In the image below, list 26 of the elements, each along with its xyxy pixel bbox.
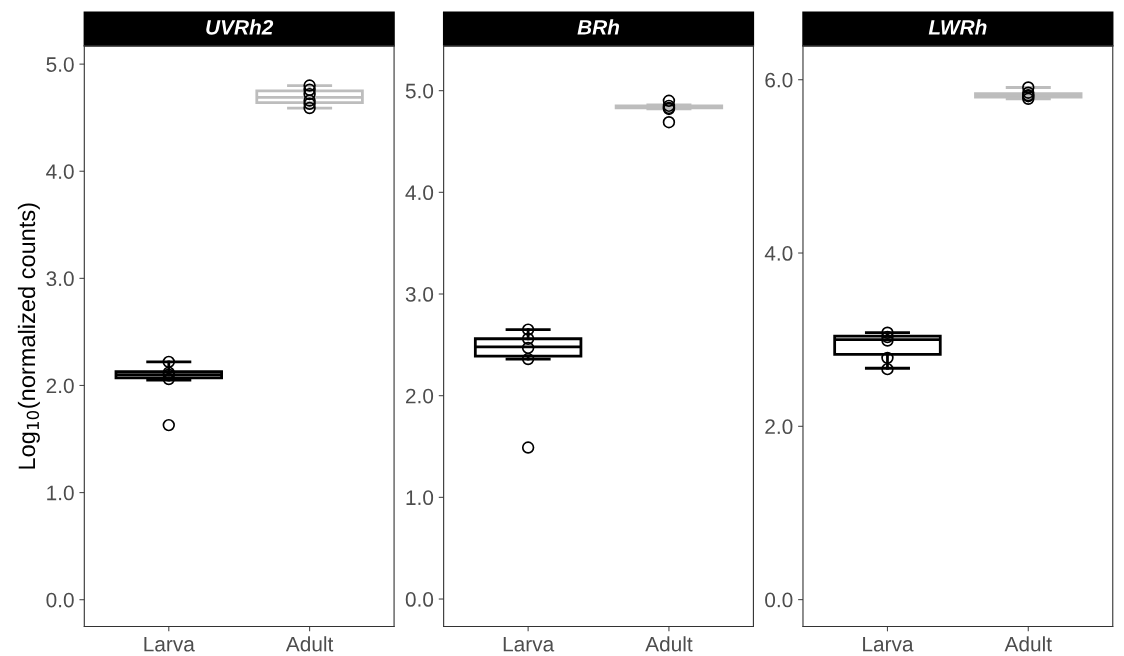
y-tick-label: 1.0: [406, 490, 434, 506]
y-tick-label: 3.0: [405, 287, 434, 302]
y-tick-label: 5.0: [46, 57, 74, 72]
y-tick-label: 3.0: [46, 271, 74, 287]
y-tick-label: 0.0: [765, 592, 793, 608]
x-tick-label: Adult: [1004, 636, 1052, 652]
y-tick-label: 4.0: [764, 246, 793, 261]
chart-title: LWRh: [928, 19, 987, 35]
y-tick-label: 6.0: [765, 72, 793, 88]
y-tick-label: 2.0: [765, 419, 793, 435]
x-tick-label: Larva: [144, 636, 195, 652]
y-tick-label: 4.0: [46, 164, 74, 179]
chart-title: UVRh2: [206, 19, 274, 35]
y-tick-label: 0.0: [405, 592, 434, 607]
y-tick-label: 1.0: [47, 485, 74, 501]
y-tick-label: 2.0: [46, 378, 74, 394]
x-tick-label: Adult: [645, 636, 693, 652]
x-tick-label: Adult: [285, 636, 334, 652]
y-tick-label: 0.0: [46, 592, 74, 608]
x-tick-label: Larva: [503, 636, 555, 652]
y-tick-label: 4.0: [405, 185, 434, 201]
y-tick-label: 5.0: [405, 83, 434, 99]
y-tick-label: 2.0: [406, 388, 434, 404]
x-tick-label: Larva: [863, 636, 914, 652]
chart-title: BRh: [577, 19, 620, 35]
y-axis-title: Log$_{10}$(normalized counts): [17, 203, 40, 469]
